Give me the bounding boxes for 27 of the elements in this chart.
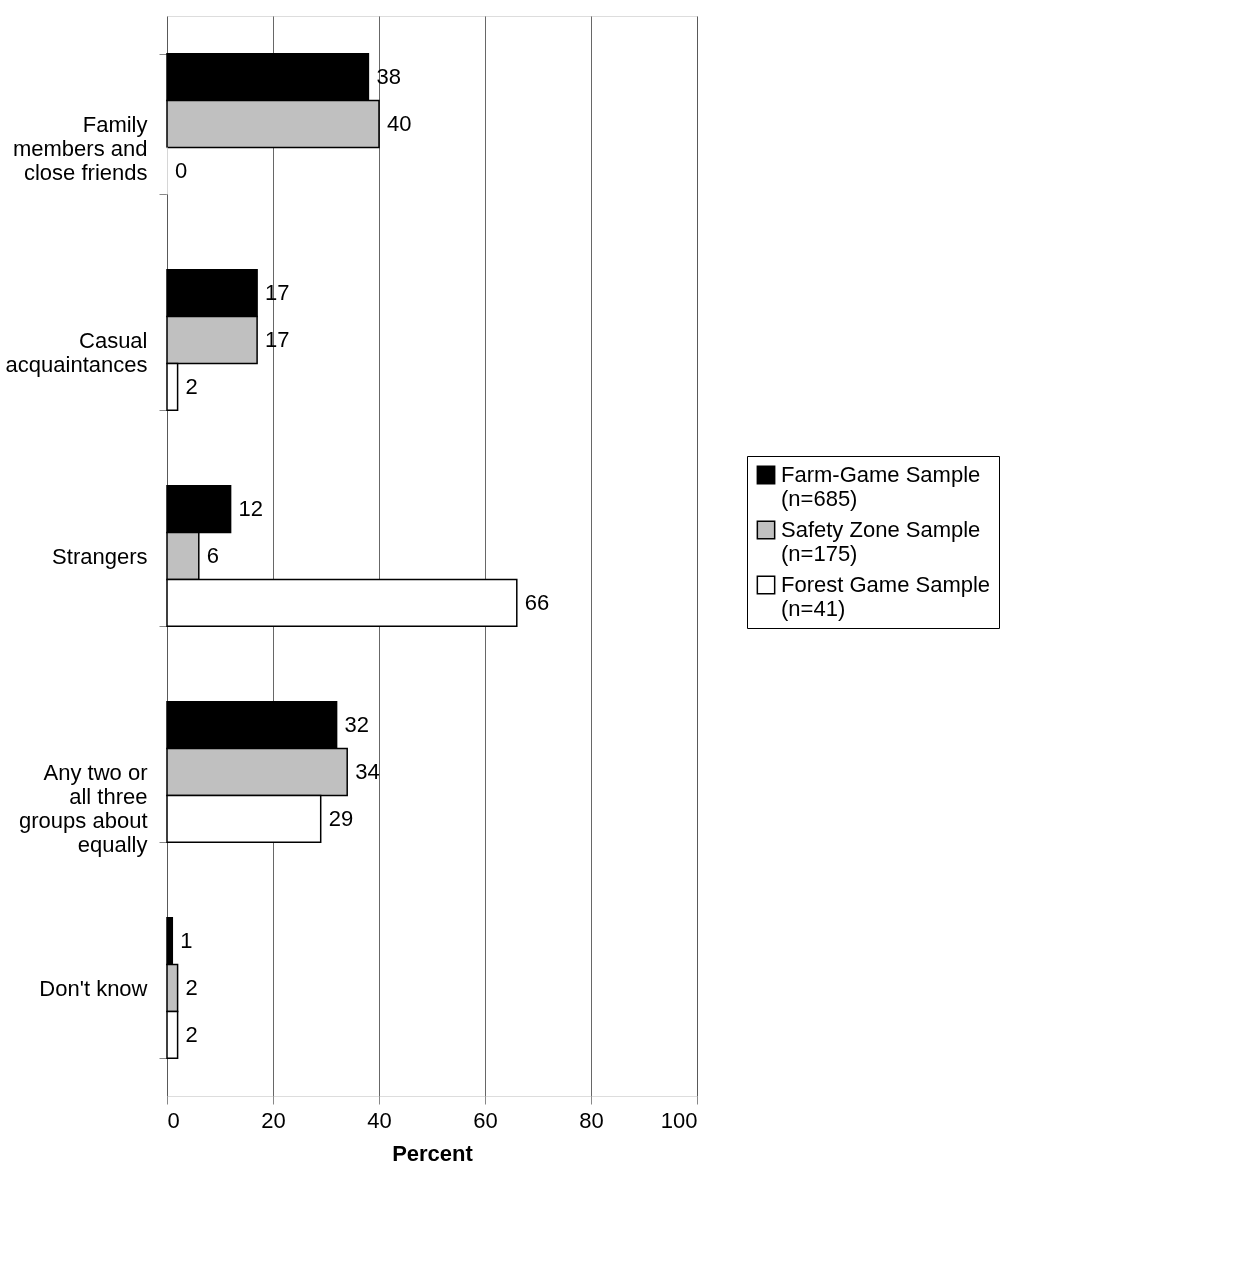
x-tick-label: 0	[167, 1107, 180, 1133]
y-tick-label: Family members and close friends	[12, 111, 148, 185]
data-label: 2	[185, 975, 198, 1000]
data-label: 32	[344, 712, 370, 738]
y-tick-label: Don't know	[39, 975, 148, 1001]
data-label: 1	[180, 928, 193, 954]
x-tick-label: 20	[261, 1107, 286, 1133]
legend-label: Farm-Game Sample (n=685)	[781, 462, 981, 511]
x-axis-title: Percent	[392, 1140, 474, 1166]
y-tick-label: Casual acquaintances	[5, 327, 148, 377]
y-tick-label: Strangers	[52, 543, 148, 569]
data-label: 12	[238, 496, 264, 522]
data-label: 2	[185, 1021, 198, 1047]
data-label: 6	[206, 543, 220, 568]
x-tick-label: 80	[579, 1107, 604, 1133]
data-label: 66	[524, 589, 550, 615]
legend-label: Safety Zone Sample (n=175)	[781, 517, 981, 566]
x-tick-label: 60	[473, 1107, 498, 1133]
x-tick-label: 40	[367, 1107, 392, 1133]
x-tick-label: 100	[660, 1107, 698, 1133]
data-label: 0	[175, 157, 188, 183]
data-label: 40	[387, 111, 412, 136]
y-tick-label: Any two or all three groups about equally	[19, 759, 148, 857]
legend-label: Forest Game Sample (n=41)	[781, 572, 991, 621]
data-label: 34	[355, 759, 380, 784]
data-label: 29	[328, 805, 354, 831]
data-label: 2	[185, 373, 198, 399]
